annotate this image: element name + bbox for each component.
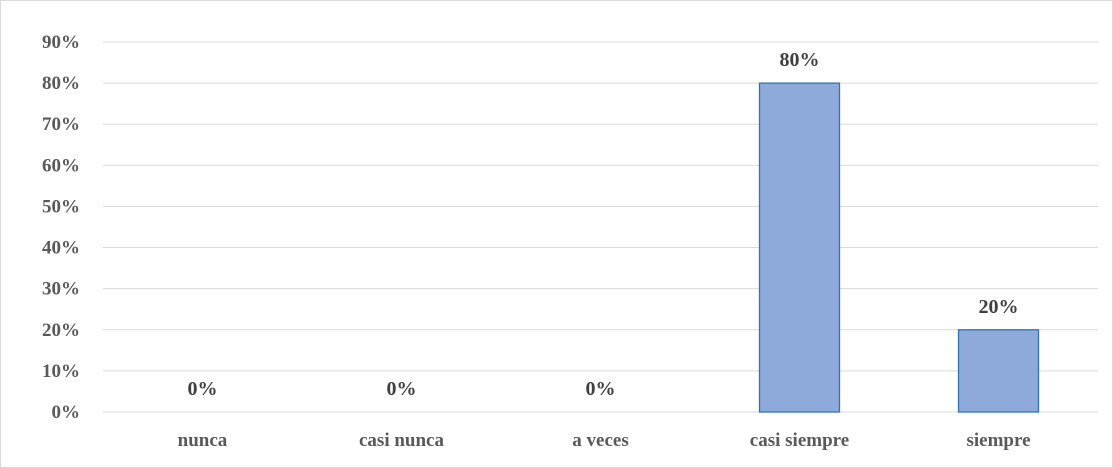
y-axis-tick-labels: 0% 10% 20% 30% 40% 50% 60% 70% 80% 90% [42,32,80,423]
data-labels: 0% 0% 0% 80% 20% [188,49,1019,400]
category-label: a veces [572,430,628,451]
bar [957,329,1040,413]
y-tick-label: 60% [42,155,80,176]
data-label: 0% [586,378,616,400]
data-label: 20% [979,296,1019,318]
category-label: siempre [966,430,1030,451]
data-label: 80% [780,49,820,71]
bar [758,82,841,413]
data-label: 0% [188,378,218,400]
bars [758,82,1040,413]
gridlines [103,41,1098,413]
y-tick-label: 10% [42,361,80,382]
data-label: 0% [387,378,417,400]
category-label: casi nunca [359,430,444,451]
y-tick-label: 50% [42,196,80,217]
y-tick-label: 90% [42,32,80,53]
x-axis-category-labels: nunca casi nunca a veces casi siempre siempr… [178,430,1031,451]
category-label: nunca [178,430,228,451]
y-tick-label: 40% [42,238,80,259]
y-tick-label: 0% [52,402,81,423]
y-tick-label: 70% [42,114,80,135]
y-tick-label: 80% [42,73,80,94]
y-tick-label: 20% [42,320,80,341]
category-label: casi siempre [750,430,849,451]
y-tick-label: 30% [42,279,80,300]
